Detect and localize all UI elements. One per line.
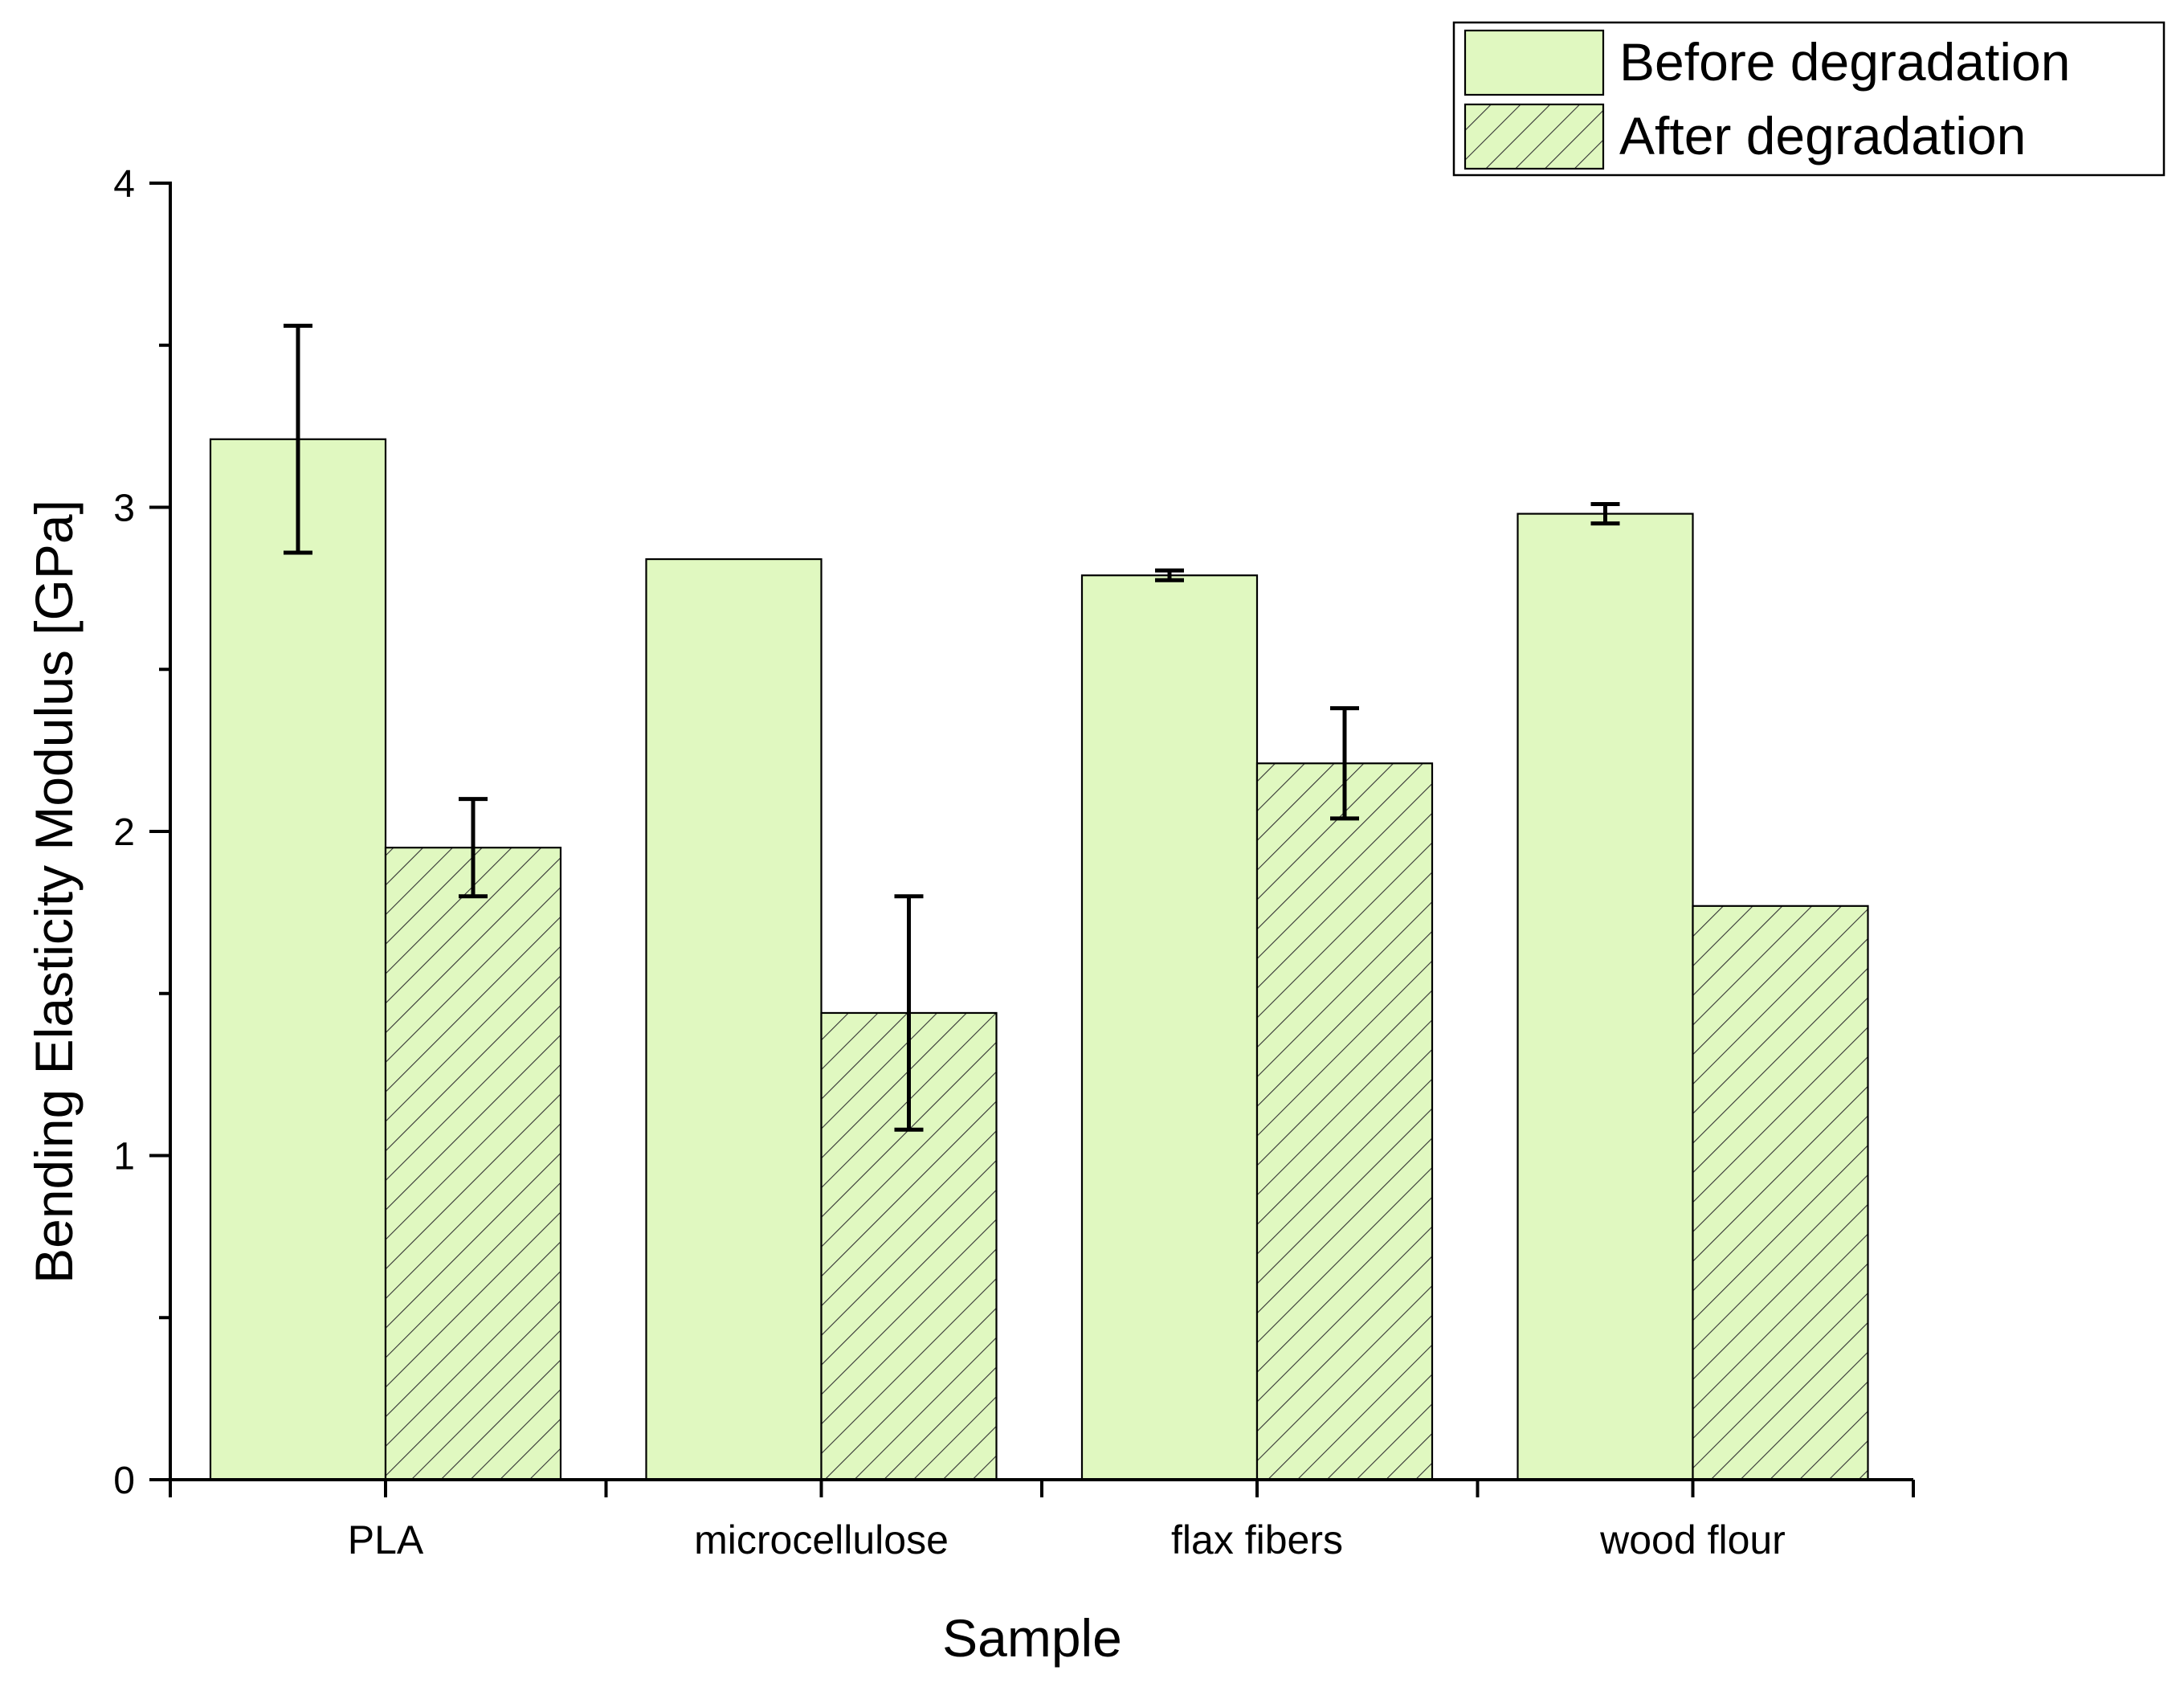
x-tick-label-wood-flour: wood flour (1599, 1517, 1786, 1562)
legend-label-after-degradation: After degradation (1619, 106, 2026, 165)
legend-swatch-before-degradation (1463, 29, 1605, 96)
legend-label-before-degradation: Before degradation (1619, 32, 2070, 92)
bar-before-degradation-wood-flour (1517, 513, 1694, 1481)
x-axis-title: Sample (942, 1608, 1122, 1668)
error-bar-before-degradation-wood-flour (1590, 501, 1620, 526)
bar-after-degradation-wood-flour (1692, 905, 1869, 1481)
error-bar-after-degradation-microcellulose (894, 894, 924, 1132)
error-bar-before-degradation-flax-fibers (1155, 568, 1184, 582)
y-tick-label-4: 4 (113, 163, 135, 206)
y-tick-label-2: 2 (113, 811, 135, 854)
y-axis-title: Bending Elasticity Modulus [GPa] (24, 500, 84, 1284)
y-tick-label-3: 3 (113, 488, 135, 530)
error-bar-after-degradation-flax-fibers (1330, 706, 1359, 821)
y-tick-label-1: 1 (113, 1136, 135, 1178)
error-bar-before-degradation-pla (284, 324, 312, 555)
bar-before-degradation-flax-fibers (1080, 574, 1259, 1481)
bar-before-degradation-pla (209, 438, 387, 1481)
bar-before-degradation-microcellulose (645, 557, 823, 1481)
legend-swatch-after-degradation (1463, 103, 1605, 170)
x-tick-label-pla: PLA (348, 1517, 424, 1562)
legend: Before degradation After degradation (1452, 21, 2166, 177)
bar-after-degradation-pla (384, 847, 562, 1481)
x-tick-label-microcellulose: microcellulose (694, 1517, 949, 1562)
y-tick-label-0: 0 (113, 1460, 135, 1502)
error-bar-after-degradation-pla (459, 797, 488, 899)
x-tick-label-flax-fibers: flax fibers (1171, 1517, 1343, 1562)
bar-after-degradation-flax-fibers (1255, 762, 1434, 1481)
